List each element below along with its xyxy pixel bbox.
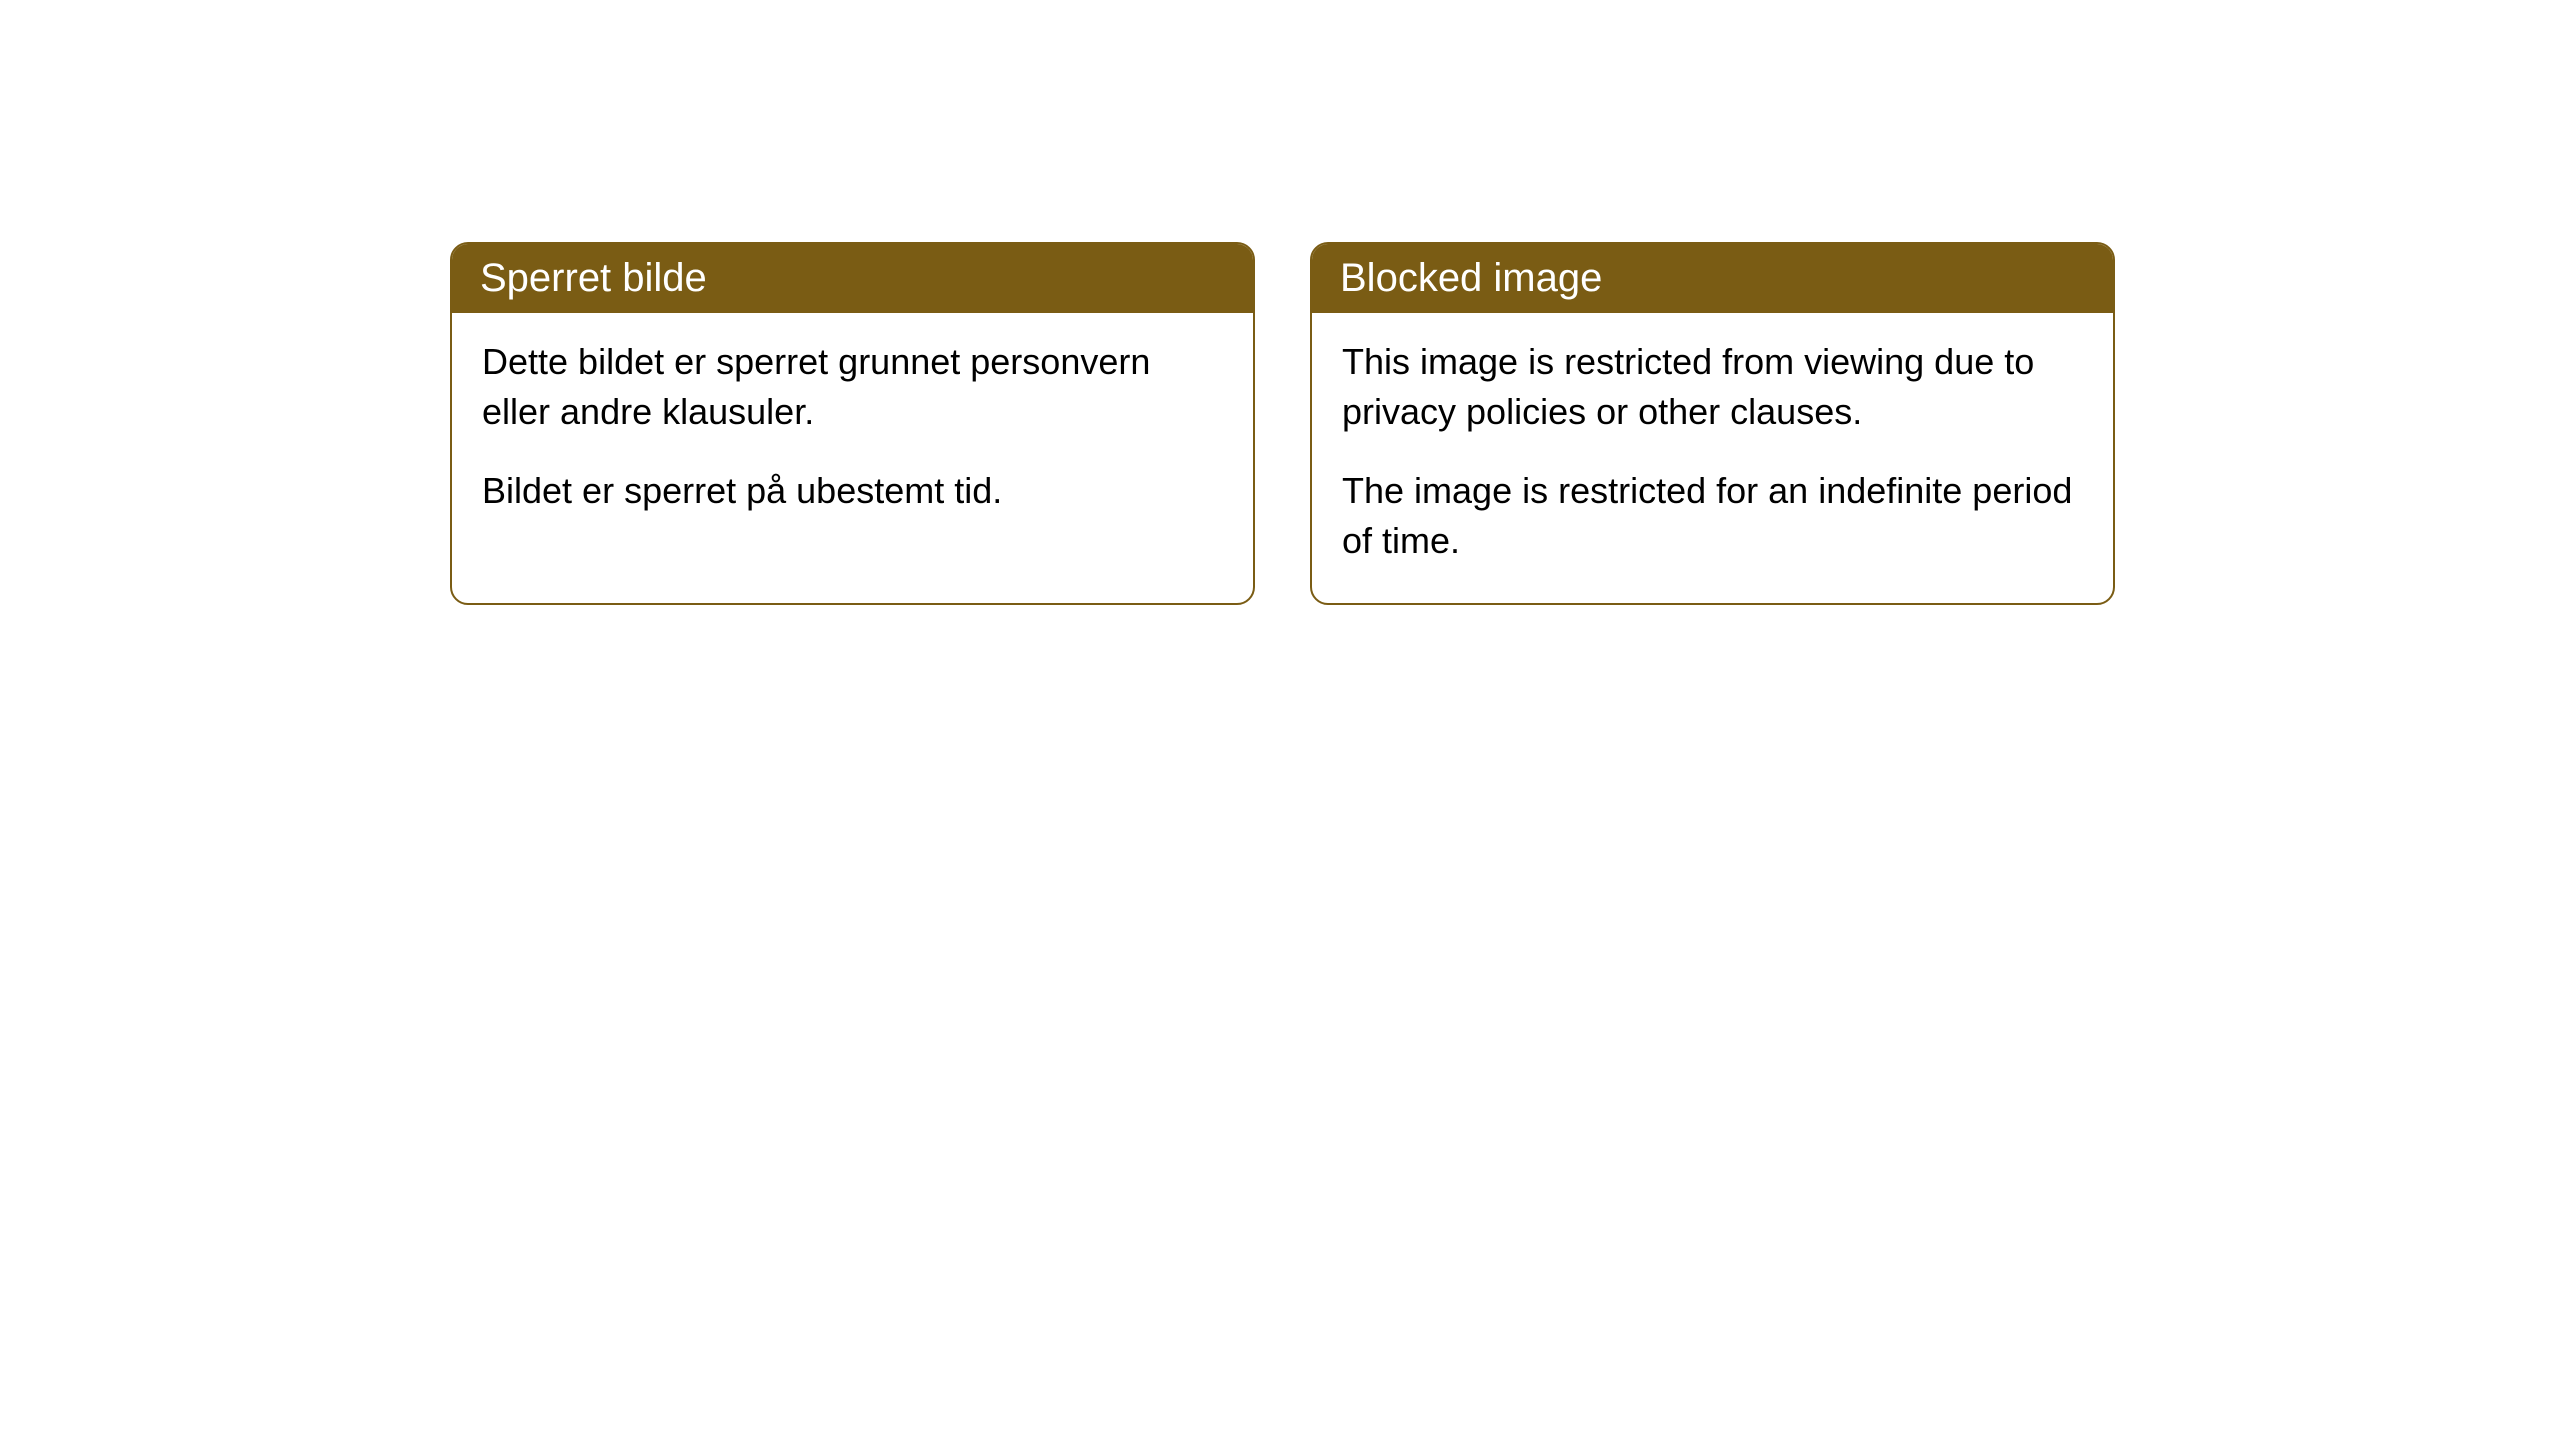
card-header-norwegian: Sperret bilde: [452, 244, 1253, 313]
card-title: Blocked image: [1340, 256, 1602, 300]
card-paragraph: Bildet er sperret på ubestemt tid.: [482, 466, 1223, 516]
card-paragraph: This image is restricted from viewing du…: [1342, 337, 2083, 438]
card-paragraph: Dette bildet er sperret grunnet personve…: [482, 337, 1223, 438]
notice-cards-container: Sperret bilde Dette bildet er sperret gr…: [450, 242, 2115, 605]
card-paragraph: The image is restricted for an indefinit…: [1342, 466, 2083, 567]
blocked-image-card-norwegian: Sperret bilde Dette bildet er sperret gr…: [450, 242, 1255, 605]
card-body-norwegian: Dette bildet er sperret grunnet personve…: [452, 313, 1253, 552]
card-title: Sperret bilde: [480, 256, 707, 300]
blocked-image-card-english: Blocked image This image is restricted f…: [1310, 242, 2115, 605]
card-header-english: Blocked image: [1312, 244, 2113, 313]
card-body-english: This image is restricted from viewing du…: [1312, 313, 2113, 603]
